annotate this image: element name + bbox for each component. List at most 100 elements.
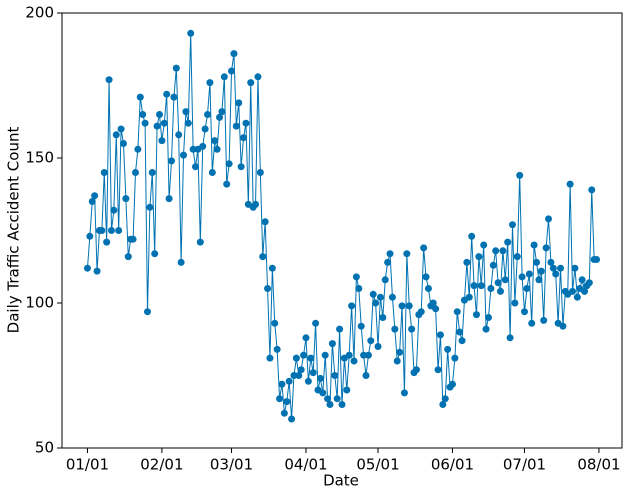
data-point — [434, 366, 442, 374]
data-point — [398, 302, 406, 310]
data-point — [189, 145, 197, 153]
data-point — [528, 319, 536, 327]
data-point — [429, 299, 437, 307]
data-point — [352, 273, 360, 281]
data-point — [477, 282, 485, 290]
x-tick-label: 01/01 — [66, 456, 109, 474]
data-point — [458, 337, 466, 345]
data-point — [206, 79, 214, 87]
data-point — [372, 299, 380, 307]
data-point — [569, 287, 577, 295]
data-point — [196, 238, 204, 246]
data-point — [468, 232, 476, 240]
data-point — [117, 125, 125, 133]
data-point — [280, 409, 288, 417]
y-tick-label: 100 — [25, 294, 54, 312]
data-point — [513, 253, 521, 261]
data-point — [549, 264, 557, 272]
data-point — [273, 345, 281, 353]
data-point — [124, 253, 132, 261]
data-point — [496, 287, 504, 295]
data-point — [266, 354, 274, 362]
data-point — [220, 73, 228, 81]
data-point — [309, 369, 317, 377]
data-point — [83, 264, 91, 272]
data-point — [160, 119, 168, 127]
data-point — [360, 351, 368, 359]
data-point — [228, 67, 236, 75]
data-point — [379, 314, 387, 321]
data-point — [146, 203, 154, 211]
data-point — [165, 195, 173, 203]
data-point — [508, 221, 516, 229]
data-point — [148, 169, 156, 176]
data-point — [451, 354, 459, 362]
data-point — [312, 319, 320, 327]
data-point — [223, 180, 231, 188]
data-point — [168, 157, 176, 165]
data-point — [516, 171, 524, 179]
data-point — [316, 374, 324, 382]
data-point — [355, 285, 363, 292]
data-point — [240, 134, 248, 142]
data-point — [213, 145, 221, 153]
data-point — [201, 125, 209, 133]
data-point — [482, 325, 490, 333]
data-point — [557, 264, 565, 272]
plot-frame — [61, 12, 623, 449]
x-tick-label: 05/01 — [356, 456, 399, 474]
data-point — [463, 258, 471, 266]
data-point — [547, 258, 555, 266]
data-point — [422, 273, 430, 281]
data-point — [542, 244, 550, 252]
data-point — [302, 334, 310, 342]
data-point — [175, 131, 183, 139]
data-point — [232, 122, 240, 130]
data-point — [333, 395, 341, 403]
data-point — [235, 99, 243, 107]
y-tick-label: 150 — [25, 149, 54, 167]
data-point — [326, 401, 334, 408]
data-point — [134, 145, 142, 153]
data-point — [93, 267, 101, 275]
data-point — [345, 351, 353, 359]
data-point — [321, 351, 329, 359]
y-tick-label: 200 — [25, 4, 54, 22]
data-point — [304, 377, 312, 385]
data-point — [436, 331, 444, 339]
x-tick-label: 06/01 — [431, 456, 474, 474]
data-point — [545, 215, 553, 223]
y-tick-label: 50 — [35, 439, 54, 457]
data-point — [408, 325, 416, 333]
data-point — [593, 256, 601, 263]
data-point — [271, 319, 279, 327]
data-point — [396, 348, 404, 356]
data-point — [472, 311, 480, 319]
data-point — [139, 111, 147, 118]
data-point — [420, 244, 428, 252]
data-point — [254, 73, 262, 81]
data-point — [489, 261, 497, 269]
x-tick-label: 07/01 — [503, 456, 546, 474]
data-point — [501, 276, 509, 284]
data-point — [492, 247, 500, 255]
data-point — [537, 267, 545, 275]
data-point — [439, 401, 447, 408]
data-point — [386, 250, 394, 258]
data-point — [376, 293, 384, 301]
data-point — [300, 351, 308, 359]
data-point — [131, 169, 139, 176]
data-point — [91, 192, 99, 200]
data-point — [343, 386, 351, 394]
data-point — [348, 302, 356, 310]
data-point — [230, 50, 238, 58]
data-point — [211, 137, 219, 145]
data-point — [225, 160, 233, 168]
data-point — [237, 163, 245, 171]
data-point — [506, 334, 514, 342]
data-point — [119, 140, 127, 147]
data-point — [331, 372, 339, 379]
data-point — [480, 241, 488, 249]
data-point — [172, 64, 180, 72]
